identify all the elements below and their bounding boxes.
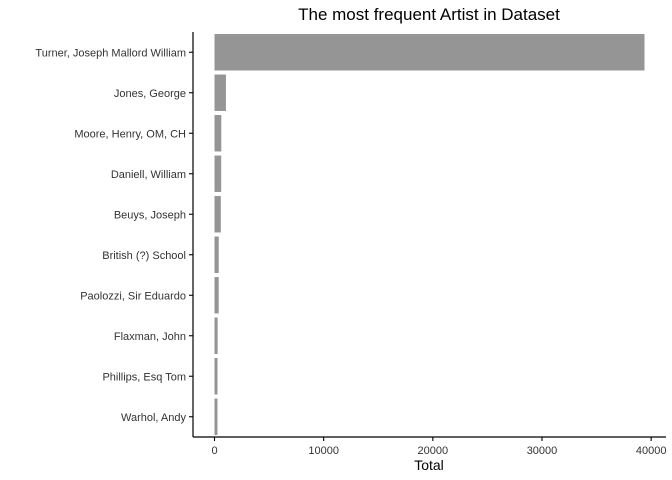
chart-title: The most frequent Artist in Dataset (298, 5, 560, 24)
y-tick-label: Phillips, Esq Tom (102, 371, 186, 383)
y-tick-label: Beuys, Joseph (114, 209, 186, 221)
bar (214, 74, 226, 111)
bar (214, 115, 222, 152)
bar (214, 398, 218, 435)
y-tick-label: Flaxman, John (114, 331, 186, 343)
x-tick-label: 10000 (308, 445, 339, 457)
x-axis-title: Total (414, 457, 444, 473)
x-tick-label: 30000 (527, 445, 558, 457)
bar (214, 358, 218, 395)
y-tick-label: Jones, George (114, 88, 186, 100)
bar (214, 196, 221, 233)
y-tick-label: Paolozzi, Sir Eduardo (80, 290, 186, 302)
y-tick-label: British (?) School (102, 250, 186, 262)
x-ticks-layer: 0 10000 20000 30000 40000 (211, 437, 666, 457)
x-tick-label: 20000 (418, 445, 449, 457)
y-tick-label: Warhol, Andy (121, 412, 187, 424)
bar (214, 277, 219, 314)
bars-layer (214, 34, 645, 435)
bar (214, 155, 222, 192)
bar (214, 34, 645, 71)
bar (214, 317, 218, 354)
y-ticks-layer: Turner, Joseph Mallord William Jones, Geo… (35, 47, 193, 424)
x-tick-label: 40000 (636, 445, 667, 457)
bar (214, 236, 219, 273)
y-tick-label: Moore, Henry, OM, CH (74, 128, 186, 140)
y-tick-label: Turner, Joseph Mallord William (35, 47, 186, 59)
y-tick-label: Daniell, William (111, 169, 186, 181)
x-tick-label: 0 (211, 445, 217, 457)
